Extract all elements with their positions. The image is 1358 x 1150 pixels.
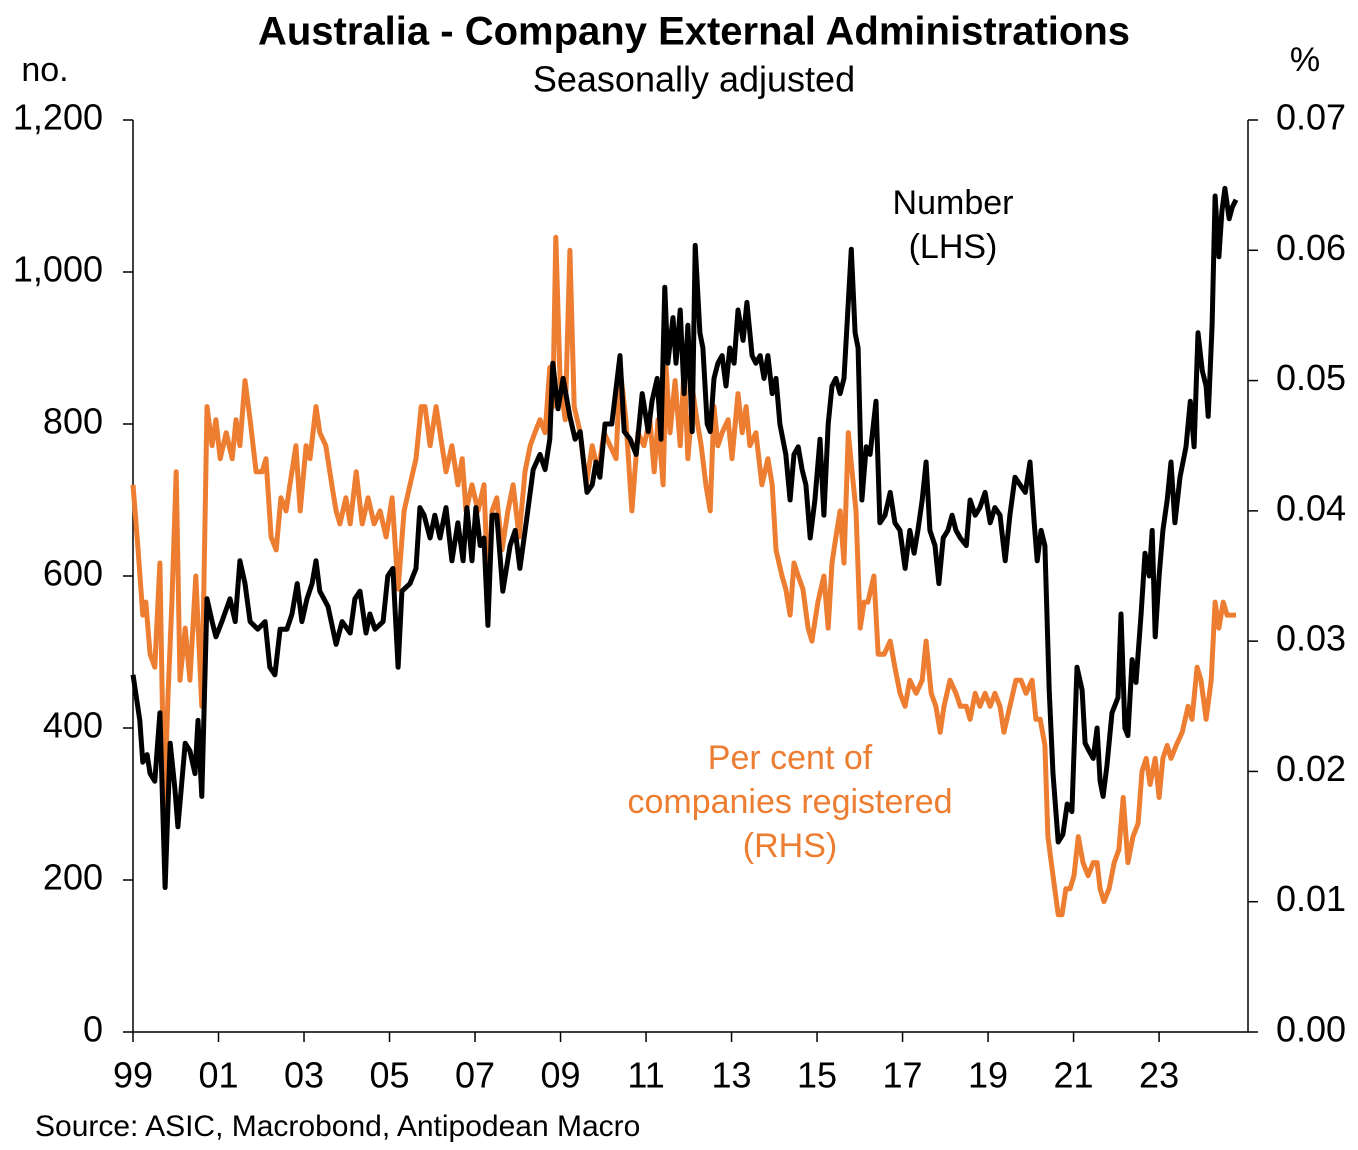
annotation: companies registered <box>627 783 952 821</box>
y2-tick-label: 0.04 <box>1276 487 1346 528</box>
y-tick-label: 200 <box>43 857 103 898</box>
x-tick-label: 07 <box>455 1055 495 1096</box>
chart-subtitle: Seasonally adjusted <box>533 59 855 100</box>
y2-tick-label: 0.06 <box>1276 227 1346 268</box>
x-tick-label: 17 <box>883 1055 923 1096</box>
y-tick-label: 0 <box>83 1009 103 1050</box>
x-tick-label: 23 <box>1139 1055 1179 1096</box>
x-tick-label: 15 <box>797 1055 837 1096</box>
x-tick-label: 21 <box>1054 1055 1094 1096</box>
x-tick-label: 03 <box>284 1055 324 1096</box>
y-tick-label: 400 <box>43 705 103 746</box>
y-tick-label: 600 <box>43 553 103 594</box>
x-tick-label: 01 <box>198 1055 238 1096</box>
data-line <box>130 185 1239 891</box>
x-tick-label: 99 <box>113 1055 153 1096</box>
y-tick-label: 1,000 <box>13 249 103 290</box>
y2-tick-label: 0.00 <box>1276 1009 1346 1050</box>
y2-tick-label: 0.03 <box>1276 618 1346 659</box>
annotation: (RHS) <box>743 827 837 865</box>
y2-tick-label: 0.01 <box>1276 878 1346 919</box>
y2-tick-label: 0.07 <box>1276 97 1346 138</box>
y-tick-label: 1,200 <box>13 97 103 138</box>
source-note: Source: ASIC, Macrobond, Antipodean Macr… <box>35 1110 640 1143</box>
x-tick-label: 09 <box>541 1055 581 1096</box>
y-axis-label: no. <box>21 51 68 89</box>
data-line <box>130 234 1236 918</box>
y-tick-label: 800 <box>43 401 103 442</box>
annotation: Per cent of <box>708 739 873 777</box>
y2-tick-label: 0.05 <box>1276 357 1346 398</box>
y2-axis-label: % <box>1290 41 1320 79</box>
y2-tick-label: 0.02 <box>1276 748 1346 789</box>
chart-title: Australia - Company External Administrat… <box>258 10 1130 54</box>
x-tick-label: 13 <box>712 1055 752 1096</box>
annotation: (LHS) <box>909 228 998 266</box>
x-tick-label: 11 <box>627 1055 664 1096</box>
x-tick-label: 19 <box>968 1055 1008 1096</box>
x-tick-label: 05 <box>369 1055 409 1096</box>
annotation: Number <box>893 184 1014 222</box>
